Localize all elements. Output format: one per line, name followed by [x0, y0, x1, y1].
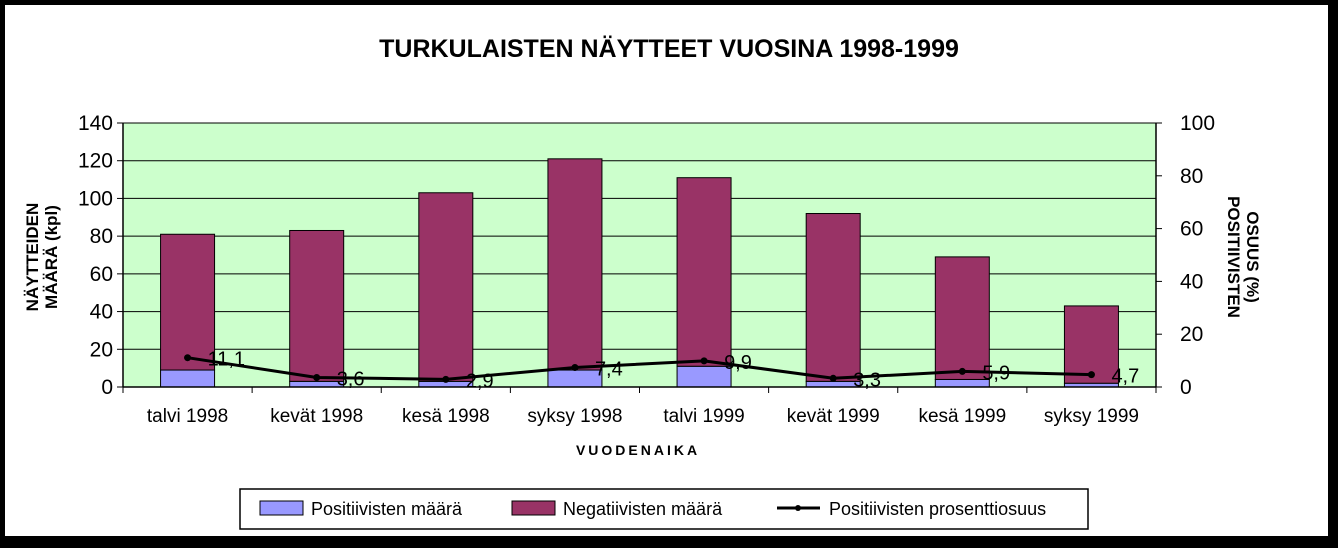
data-label-percentage: 7,4	[595, 358, 623, 380]
data-label-percentage: 3,6	[337, 368, 365, 390]
y-tick-label: 20	[90, 338, 113, 361]
y-tick-label: 120	[78, 150, 113, 173]
y2-axis-title-line1: POSITIIVISTEN	[1224, 196, 1243, 318]
bar-negative	[160, 233, 216, 371]
x-category-label: syksy 1999	[1044, 406, 1139, 427]
x-axis-categories: talvi 1998 kevät 1998 kesä 1998 syksy 1998 t…	[147, 406, 1139, 427]
plot-area	[122, 122, 1157, 388]
x-category-label: syksy 1998	[527, 406, 622, 427]
bar-positive	[289, 380, 345, 388]
bar-positive	[805, 380, 861, 388]
y2-axis-ticks: 0 20 40 60 80 100	[1156, 112, 1215, 399]
x-category-label: kevät 1998	[270, 406, 363, 427]
y-tick-label: 60	[90, 263, 113, 286]
y-axis-title-line2: MÄÄRÄ (kpl)	[42, 205, 61, 309]
x-category-label: talvi 1999	[663, 406, 744, 427]
data-label-percentage: 4,7	[1111, 366, 1139, 388]
data-label-percentage: 9,9	[724, 352, 752, 374]
x-category-label: kesä 1998	[402, 406, 490, 427]
bar-positive	[547, 369, 603, 388]
legend-item-negative-count: Negatiivisten määrä	[511, 499, 723, 519]
y2-tick-label: 20	[1180, 323, 1203, 346]
y-axis-title-line1: NÄYTTEIDEN	[23, 203, 42, 312]
x-category-label: talvi 1998	[147, 406, 228, 427]
y-tick-label: 40	[90, 301, 113, 324]
percentage-point	[829, 374, 837, 382]
percentage-point	[442, 375, 450, 383]
bar-negative	[547, 158, 603, 371]
bar-negative	[934, 256, 990, 380]
y2-tick-label: 100	[1180, 112, 1215, 135]
x-category-label: kevät 1999	[787, 406, 880, 427]
bar-negative	[418, 192, 474, 382]
y-axis-ticks: 0 20 40 60 80 100 120 140	[78, 112, 123, 399]
bar-negative	[805, 213, 861, 382]
y2-axis-title-line2: OSUUS (%)	[1243, 211, 1262, 303]
bars	[160, 158, 1119, 388]
data-label-percentage: 3,3	[853, 369, 881, 391]
legend-item-percentage: Positiivisten prosenttiosuus	[777, 499, 1046, 519]
y-tick-label: 140	[78, 112, 113, 135]
bar-positive	[934, 378, 990, 388]
legend-swatch-positive	[259, 500, 304, 516]
bar-negative	[289, 229, 345, 382]
y2-tick-label: 80	[1180, 165, 1203, 188]
percentage-point	[313, 373, 321, 381]
chart: TURKULAISTEN NÄYTTEET VUOSINA 1998-1999 …	[23, 35, 1262, 530]
y2-tick-label: 0	[1180, 376, 1192, 399]
data-label-percentage: 11,1	[208, 349, 245, 371]
y2-tick-label: 60	[1180, 218, 1203, 241]
x-category-label: kesä 1999	[918, 406, 1006, 427]
percentage-point	[700, 357, 708, 365]
legend-marker-percentage	[795, 505, 801, 511]
legend-label-positive: Positiivisten määrä	[311, 499, 463, 519]
legend-label-negative: Negatiivisten määrä	[563, 499, 723, 519]
percentage-point	[571, 363, 579, 371]
chart-frame: TURKULAISTEN NÄYTTEET VUOSINA 1998-1999 …	[5, 5, 1328, 536]
legend-swatch-negative	[511, 500, 556, 516]
percentage-point	[1087, 371, 1095, 379]
bar-positive	[676, 365, 732, 388]
y-tick-label: 80	[90, 225, 113, 248]
percentage-point	[184, 354, 192, 362]
percentage-line	[184, 354, 1095, 383]
axes	[122, 123, 1157, 393]
data-label-percentage: 5,9	[982, 362, 1010, 384]
bar-negative	[1063, 305, 1119, 384]
data-label-percentage: 2,9	[466, 370, 494, 392]
chart-title: TURKULAISTEN NÄYTTEET VUOSINA 1998-1999	[379, 35, 959, 63]
legend-label-percentage: Positiivisten prosenttiosuus	[829, 499, 1046, 519]
x-axis-title: VUODENAIKA	[576, 442, 700, 458]
y-tick-label: 0	[101, 376, 113, 399]
legend-box	[239, 488, 1089, 530]
legend: Positiivisten määrä Negatiivisten määrä …	[239, 488, 1089, 530]
bar-negative	[676, 177, 732, 367]
percentage-series-line	[187, 356, 1092, 381]
data-labels: 11,1 3,6 2,9 7,4 9,9 3,3 5,9 4,7	[208, 349, 1140, 393]
y2-tick-label: 40	[1180, 270, 1203, 293]
y-tick-label: 100	[78, 187, 113, 210]
legend-item-positive-count: Positiivisten määrä	[259, 499, 463, 519]
bar-positive	[160, 369, 216, 388]
percentage-point	[958, 367, 966, 375]
